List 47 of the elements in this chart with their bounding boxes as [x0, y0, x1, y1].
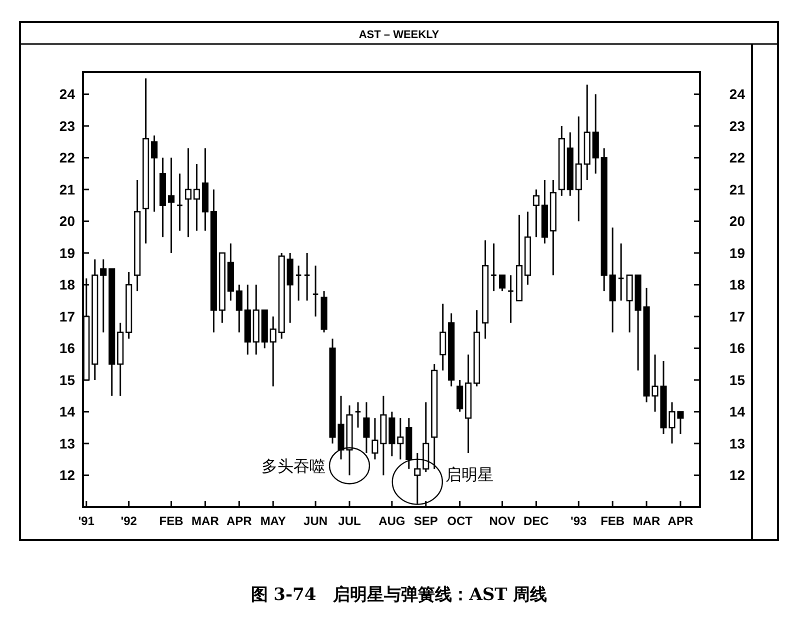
- y-tick-label: 17: [59, 308, 76, 324]
- x-tick-label: '93: [570, 514, 588, 528]
- y2-tick-label: 16: [729, 340, 746, 356]
- y-tick-label: 19: [59, 244, 76, 261]
- y-tick-label: 12: [59, 467, 76, 484]
- y-tick-label: 21: [59, 181, 76, 198]
- y2-tick-label: 15: [729, 372, 746, 388]
- y-tick-label: 18: [59, 276, 76, 293]
- x-tick-label: FEB: [159, 514, 184, 528]
- x-tick-label: DEC: [524, 514, 550, 528]
- caption: 图 3-74 启明星与弹簧线：AST 周线: [250, 585, 548, 605]
- y2-tick-label: 12: [729, 467, 746, 484]
- y-tick-label: 16: [59, 340, 76, 356]
- y2-tick-label: 14: [729, 404, 746, 420]
- x-tick-label: MAR: [632, 514, 661, 528]
- y2-tick-label: 24: [729, 86, 746, 102]
- y2-tick-label: 17: [729, 308, 746, 324]
- y-tick-label: 14: [59, 404, 76, 420]
- x-tick-label: MAY: [260, 514, 286, 528]
- x-tick-label: '91: [78, 514, 95, 528]
- x-tick-label: SEP: [414, 514, 438, 528]
- title: AST – WEEKLY: [358, 29, 440, 41]
- y2-tick-label: 20: [729, 213, 746, 230]
- x-tick-label: APR: [226, 514, 252, 528]
- y2-tick-label: 21: [729, 181, 746, 198]
- x-tick-label: OCT: [447, 514, 474, 528]
- x-tick-label: '92: [120, 514, 138, 528]
- y2-tick-label: 18: [729, 276, 746, 293]
- y-tick-label: 23: [59, 118, 76, 134]
- annotation: 启明星: [445, 464, 494, 484]
- x-tick-label: JUL: [338, 514, 361, 528]
- y-tick-label: 20: [59, 213, 76, 230]
- y-tick-label: 15: [59, 372, 76, 388]
- y2-tick-label: 22: [729, 150, 746, 166]
- y2-tick-label: 23: [729, 118, 746, 134]
- x-tick-label: APR: [668, 514, 694, 528]
- x-tick-label: FEB: [600, 514, 625, 528]
- y-tick-label: 13: [59, 435, 76, 452]
- y-tick-label: 22: [59, 150, 76, 166]
- y-tick-label: 24: [59, 86, 76, 102]
- x-tick-label: AUG: [378, 514, 406, 528]
- annotation: 多头吞噬: [261, 456, 326, 476]
- y2-tick-label: 19: [729, 244, 746, 261]
- y2-tick-label: 13: [729, 435, 746, 452]
- x-tick-label: JUN: [304, 514, 328, 528]
- x-tick-label: NOV: [489, 514, 516, 528]
- x-tick-label: MAR: [192, 514, 220, 528]
